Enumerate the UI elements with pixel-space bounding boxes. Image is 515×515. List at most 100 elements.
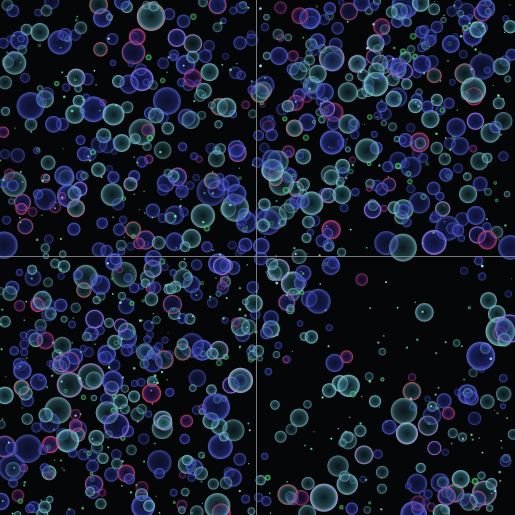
cell [255,475,266,486]
cell [129,300,135,306]
cell [233,36,247,50]
fluorescent-speck [484,124,487,126]
fluorescent-speck [349,416,351,419]
fluorescent-speck [474,48,477,51]
fluorescent-speck [382,334,385,337]
cell [237,216,247,227]
cell [161,122,175,135]
cell [85,371,103,389]
cell [181,110,200,130]
cell [457,234,466,242]
fluorescent-speck [244,314,247,317]
cell [120,384,129,393]
cell [76,146,92,162]
cell [497,319,510,333]
cell [247,85,257,95]
cell [9,346,19,356]
fluorescent-speck [20,61,22,64]
cell [169,53,178,62]
cell [440,16,447,24]
fluorescent-speck [484,501,487,504]
fluorescent-speck [229,68,232,72]
cell [380,120,387,127]
cell [247,350,258,361]
fluorescent-speck [153,381,155,384]
cell [480,394,495,410]
cell [53,336,72,355]
cell [178,506,186,514]
cell [203,225,210,232]
cell [60,315,68,323]
cell [453,0,463,9]
cell-rim [435,201,451,217]
cell [25,503,35,514]
cell [373,449,383,459]
fluorescent-speck [0,323,3,326]
cell [138,433,150,445]
cell-rim [125,221,141,238]
cell [125,221,142,238]
fluorescent-speck [63,95,66,99]
cell [428,3,440,16]
cell [44,234,54,244]
cell [0,106,10,116]
cell [301,233,312,243]
cell [308,43,321,56]
fluorescent-speck [6,51,8,53]
cell-rim [113,318,128,333]
cell [24,118,38,131]
fluorescent-speck [151,321,153,324]
fluorescent-speck [422,242,424,244]
cell-rim [142,383,161,403]
fluorescent-speck [321,115,324,118]
cell [369,1,379,11]
fluorescent-speck [19,221,22,224]
fluorescent-speck [211,192,214,195]
cell [305,288,331,314]
cell [459,266,469,275]
cell-rim [93,42,108,57]
cell [322,383,337,398]
cell [111,449,122,460]
cell [365,178,375,189]
fluorescent-speck [470,481,472,483]
fluorescent-speck [115,104,118,107]
cell [453,163,463,174]
fluorescent-speck [269,492,271,494]
cell [113,223,126,236]
cell [156,174,175,193]
cell [112,134,131,152]
cell [70,302,81,313]
cell [349,54,367,72]
cell [277,484,299,505]
fluorescent-speck [1,308,4,311]
cell [74,84,83,93]
cell [309,483,338,512]
cell [179,241,191,253]
fluorescent-speck [366,46,369,50]
fluorescent-speck [53,428,55,431]
cell [272,350,281,359]
fluorescent-speck [443,205,445,207]
fluorescent-speck [107,37,110,40]
fluorescent-speck [365,478,368,481]
cell [282,116,288,122]
cell [374,231,399,256]
cell [449,79,456,86]
cell [252,157,263,168]
cell [477,471,486,480]
cell [151,236,166,250]
fluorescent-speck [143,190,145,192]
cell [56,371,83,398]
cell [207,478,219,490]
cell [115,239,127,251]
fluorescent-speck [392,57,394,60]
fluorescent-speck [498,470,502,474]
cell [504,75,512,83]
cell [190,203,216,229]
fluorescent-speck [23,481,27,484]
fluorescent-speck [51,374,54,377]
cell [96,217,108,229]
fluorescent-speck [18,365,21,368]
fluorescent-speck [67,507,71,511]
